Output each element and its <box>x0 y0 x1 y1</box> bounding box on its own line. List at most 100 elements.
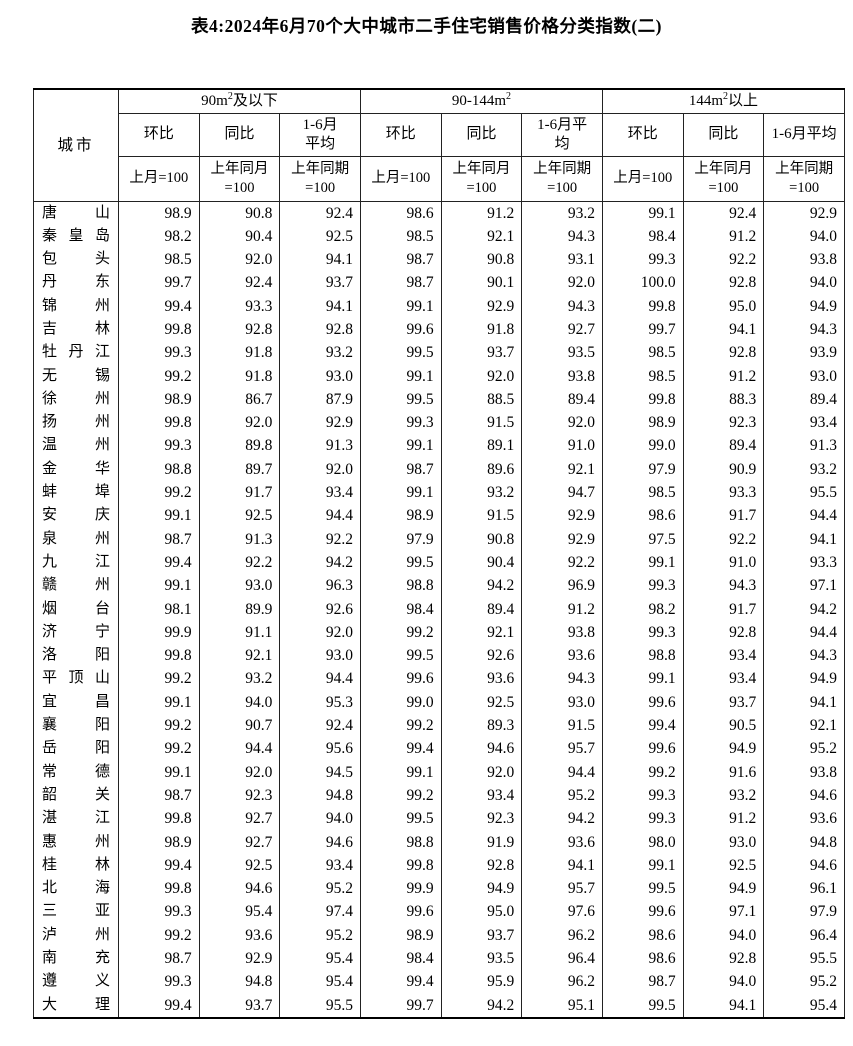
value-cell: 92.9 <box>521 504 603 528</box>
value-cell: 91.5 <box>440 411 523 435</box>
value-cell: 93.2 <box>521 201 603 225</box>
header-base-5: 上年同期 =100 <box>521 155 603 202</box>
table-row: 九江 99.4 92.2 94.2 99.5 90.4 92.2 99.1 91.0 93.3 <box>33 550 845 575</box>
value-cell: 94.9 <box>682 737 765 761</box>
header-base-0: 上月=100 <box>118 155 200 202</box>
value-cell: 90.4 <box>440 550 523 575</box>
value-cell: 94.3 <box>682 574 765 598</box>
value-cell: 91.0 <box>682 550 765 575</box>
value-cell: 99.3 <box>118 341 200 365</box>
value-cell: 92.1 <box>440 224 523 249</box>
value-cell: 97.4 <box>279 900 361 924</box>
value-cell: 92.0 <box>279 620 361 645</box>
value-cell: 90.8 <box>440 527 523 551</box>
value-cell: 91.2 <box>682 224 765 249</box>
value-cell: 99.2 <box>359 714 442 738</box>
value-cell: 91.8 <box>440 317 523 342</box>
value-cell: 97.9 <box>763 900 845 924</box>
value-cell: 93.4 <box>279 481 361 505</box>
value-cell: 94.0 <box>198 690 281 715</box>
value-cell: 94.0 <box>763 224 845 249</box>
value-cell: 91.6 <box>682 760 765 784</box>
value-cell: 93.5 <box>521 341 603 365</box>
value-cell: 99.5 <box>359 341 442 365</box>
value-cell: 99.1 <box>118 760 200 784</box>
value-cell: 89.4 <box>440 597 523 621</box>
header-base-6: 上月=100 <box>601 155 684 202</box>
value-cell: 92.9 <box>198 947 281 971</box>
table-row: 大理 99.4 93.7 95.5 99.7 94.2 95.1 99.5 94.1 95.4 <box>33 993 845 1018</box>
value-cell: 99.6 <box>601 900 684 924</box>
value-cell: 95.6 <box>279 737 361 761</box>
value-cell: 92.0 <box>521 271 603 295</box>
value-cell: 94.3 <box>521 667 603 691</box>
table-row: 南充 98.7 92.9 95.4 98.4 93.5 96.4 98.6 92.8 95.5 <box>33 947 845 971</box>
value-cell: 99.8 <box>118 807 200 831</box>
value-cell: 93.3 <box>682 481 765 505</box>
value-cell: 94.4 <box>279 504 361 528</box>
value-cell: 94.6 <box>279 830 361 854</box>
value-cell: 99.8 <box>601 387 684 412</box>
value-cell: 93.7 <box>440 923 523 947</box>
value-cell: 92.1 <box>763 714 845 738</box>
value-cell: 99.3 <box>118 434 200 458</box>
header-base-2: 上年同期 =100 <box>279 155 361 202</box>
value-cell: 94.9 <box>763 294 845 318</box>
value-cell: 92.0 <box>198 760 281 784</box>
value-cell: 91.8 <box>198 341 281 365</box>
value-cell: 98.5 <box>118 248 200 272</box>
value-cell: 99.8 <box>118 644 200 668</box>
value-cell: 99.2 <box>601 760 684 784</box>
value-cell: 98.9 <box>359 923 442 947</box>
value-cell: 92.8 <box>440 853 523 878</box>
value-cell: 93.0 <box>279 364 361 388</box>
value-cell: 95.2 <box>763 737 845 761</box>
table-header: 城市 90m2及以下 90-144m2 144m2以上 环比 同比 1-6月 平均环… <box>33 88 846 202</box>
value-cell: 92.7 <box>198 807 281 831</box>
value-cell: 90.8 <box>198 201 281 225</box>
city-name: 赣州 <box>33 574 119 598</box>
value-cell: 93.3 <box>763 550 845 575</box>
value-cell: 98.8 <box>359 574 442 598</box>
table-row: 常德 99.1 92.0 94.5 99.1 92.0 94.4 99.2 91.6 93.8 <box>33 760 845 784</box>
value-cell: 99.4 <box>118 853 200 878</box>
city-name: 唐山 <box>33 201 119 225</box>
header-sub-row: 环比 同比 1-6月 平均 环比 同比 1-6月平 均环比 同比 1-6月平均 <box>34 112 845 157</box>
value-cell: 86.7 <box>198 387 281 412</box>
value-cell: 99.3 <box>118 900 200 924</box>
value-cell: 98.9 <box>359 504 442 528</box>
value-cell: 93.3 <box>198 294 281 318</box>
value-cell: 99.1 <box>601 667 684 691</box>
value-cell: 93.4 <box>682 644 765 668</box>
value-cell: 89.4 <box>763 387 845 412</box>
header-sub-3: 环比 <box>359 112 442 157</box>
header-sub-1: 同比 <box>198 112 281 157</box>
value-cell: 95.3 <box>279 690 361 715</box>
value-cell: 94.3 <box>763 644 845 668</box>
table-row: 丹东 99.7 92.4 93.7 98.7 90.1 92.0 100.0 92.8 94.0 <box>33 271 845 295</box>
value-cell: 99.6 <box>359 317 442 342</box>
value-cell: 97.5 <box>601 527 684 551</box>
value-cell: 94.4 <box>763 504 845 528</box>
value-cell: 94.2 <box>763 597 845 621</box>
value-cell: 99.6 <box>601 737 684 761</box>
value-cell: 93.2 <box>763 457 845 482</box>
city-name: 安庆 <box>33 504 119 528</box>
value-cell: 94.9 <box>682 877 765 901</box>
value-cell: 99.1 <box>359 294 442 318</box>
value-cell: 99.4 <box>359 970 442 994</box>
value-cell: 99.7 <box>359 993 442 1018</box>
value-cell: 94.1 <box>521 853 603 878</box>
header-base-row: 上月=100 上年同月 =100 上年同期 =100 上月=100 上年同月 =100 上… <box>34 155 845 202</box>
value-cell: 99.3 <box>601 620 684 645</box>
city-name: 锦州 <box>33 294 119 318</box>
value-cell: 99.1 <box>601 201 684 225</box>
city-name: 北海 <box>33 877 119 901</box>
table-row: 秦皇岛 98.2 90.4 92.5 98.5 92.1 94.3 98.4 91.2 94.0 <box>33 224 845 249</box>
value-cell: 90.4 <box>198 224 281 249</box>
table-body: 唐山 98.9 90.8 92.4 98.6 91.2 93.2 99.1 92.4 92.9 秦皇… <box>33 201 845 1018</box>
value-cell: 91.5 <box>440 504 523 528</box>
value-cell: 93.9 <box>763 341 845 365</box>
city-name: 岳阳 <box>33 737 119 761</box>
header-sub-7: 同比 <box>682 112 765 157</box>
